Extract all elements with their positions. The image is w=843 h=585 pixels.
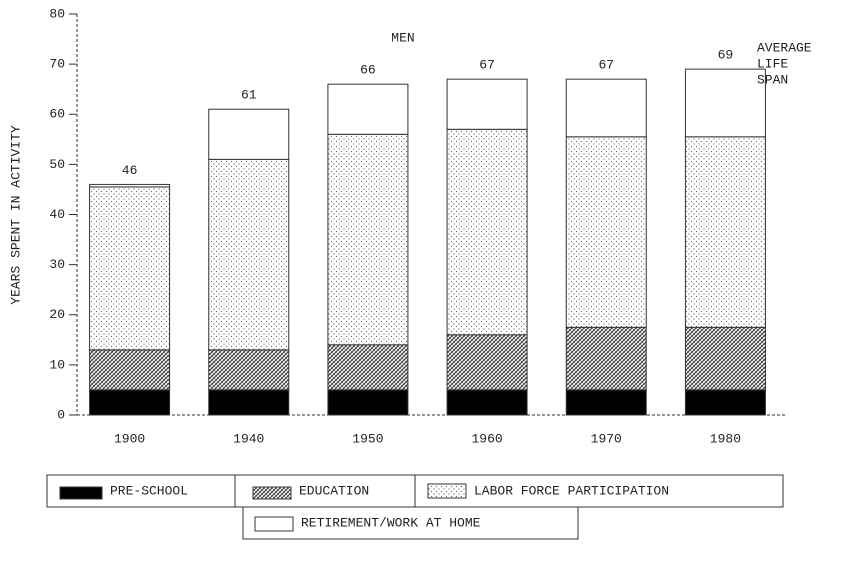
y-tick-label: 40 [49, 207, 65, 222]
bar-segment [565, 389, 647, 416]
bar-segment [446, 78, 528, 130]
legend-cell [242, 506, 579, 540]
bar-segment [89, 183, 171, 188]
bar-segment [327, 83, 409, 135]
x-tick-label: 1950 [352, 431, 383, 446]
y-tick-label: 20 [49, 307, 65, 322]
bar-segment [684, 389, 766, 416]
y-tick-label: 70 [49, 57, 65, 72]
annotation: AVERAGE [757, 40, 812, 55]
annotation: LIFE [757, 56, 788, 71]
total-label: 46 [122, 163, 138, 178]
chart-title: MEN [391, 30, 414, 45]
y-tick-label: 0 [57, 407, 65, 422]
total-label: 67 [479, 58, 495, 73]
bar-segment [565, 78, 647, 138]
legend-label: LABOR FORCE PARTICIPATION [474, 483, 669, 498]
bar-segment [684, 136, 766, 328]
total-label: 67 [598, 58, 614, 73]
bar-segment [446, 334, 528, 391]
bar-segment [208, 108, 290, 160]
bar-segment [89, 389, 171, 416]
y-tick-label: 10 [49, 357, 65, 372]
legend-cell [414, 474, 784, 508]
x-tick-label: 1940 [233, 431, 264, 446]
bar-segment [327, 133, 409, 346]
bar-segment [446, 389, 528, 416]
total-label: 69 [718, 48, 734, 63]
y-tick-label: 60 [49, 107, 65, 122]
bar-segment [208, 389, 290, 416]
y-tick-label: 80 [49, 6, 65, 21]
bar-segment [565, 326, 647, 391]
total-label: 66 [360, 63, 376, 78]
legend-label: PRE-SCHOOL [110, 483, 188, 498]
bar-segment [208, 349, 290, 391]
legend-swatch [427, 483, 467, 499]
y-tick-label: 50 [49, 157, 65, 172]
legend-label: RETIREMENT/WORK AT HOME [301, 515, 481, 530]
y-tick-label: 30 [49, 257, 65, 272]
legend-swatch [252, 486, 292, 500]
x-tick-label: 1900 [114, 431, 145, 446]
total-label: 61 [241, 88, 257, 103]
legend-label: EDUCATION [299, 483, 369, 498]
y-axis-label: YEARS SPENT IN ACTIVITY [8, 125, 23, 305]
bar-segment [89, 349, 171, 391]
bar-segment [684, 326, 766, 391]
x-tick-label: 1980 [710, 431, 741, 446]
annotation: SPAN [757, 72, 788, 87]
bar-segment [565, 136, 647, 328]
legend-swatch [254, 516, 294, 532]
bar-segment [327, 344, 409, 391]
bar-segment [327, 389, 409, 416]
bar-segment [208, 158, 290, 351]
x-tick-label: 1970 [591, 431, 622, 446]
bar-segment [446, 128, 528, 336]
bar-segment [684, 68, 766, 138]
bar-segment [89, 186, 171, 351]
x-tick-label: 1960 [471, 431, 502, 446]
legend-swatch [59, 486, 103, 500]
